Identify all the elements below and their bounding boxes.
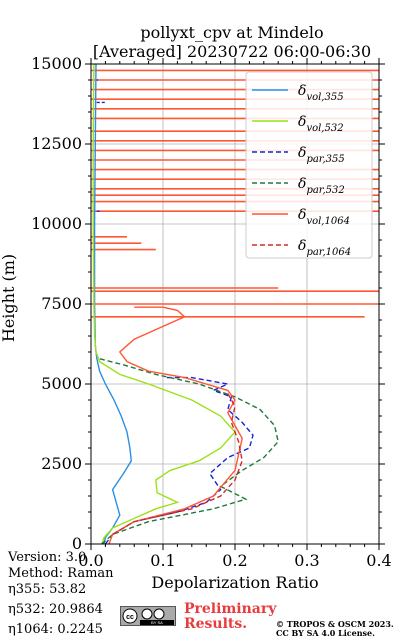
chart-subtitle: [Averaged] 20230722 06:00-06:30 [93, 42, 371, 61]
y-axis-label: Height (m) [0, 254, 18, 342]
copyright-text: © TROPOS & OSCM 2023. CC BY SA 4.0 Licen… [276, 620, 394, 638]
preliminary-line1: Preliminary [184, 601, 277, 617]
x-tick-label: 0.1 [150, 551, 175, 570]
version-text: Version: 3.0 [8, 550, 87, 565]
eta355-text: η355: 53.82 [8, 582, 87, 597]
x-tick-label: 0.4 [366, 551, 391, 570]
chart-title: pollyxt_cpv at Mindelo [140, 23, 323, 42]
cc-license-logo: cc BY SA [120, 606, 176, 626]
y-tick-label: 5000 [41, 374, 82, 393]
y-tick-label: 12500 [31, 134, 82, 153]
svg-text:BY SA: BY SA [151, 620, 163, 625]
eta1064-text: η1064: 0.2245 [8, 622, 103, 637]
preliminary-line2: Results. [184, 616, 248, 632]
series-line-vol-1064 [108, 306, 243, 544]
y-tick-label: 2500 [41, 454, 82, 473]
series-line-par-1064 [112, 393, 243, 536]
x-tick-label: 0.0 [78, 551, 103, 570]
x-tick-label: 0.3 [294, 551, 319, 570]
x-axis-label: Depolarization Ratio [151, 573, 318, 592]
series-line-par-355 [104, 376, 254, 544]
y-tick-label: 10000 [31, 214, 82, 233]
x-tick-label: 0.2 [222, 551, 247, 570]
y-tick-label: 15000 [31, 54, 82, 73]
copyright-line1: © TROPOS & OSCM 2023. [276, 619, 394, 629]
y-tick-label: 0 [72, 534, 82, 553]
copyright-line2: CC BY SA 4.0 License. [276, 628, 375, 638]
series-line-par-532 [98, 357, 279, 544]
preliminary-results-text: Preliminary Results. [184, 602, 276, 632]
svg-text:cc: cc [126, 614, 134, 621]
legend-box [245, 71, 373, 259]
method-text: Method: Raman [8, 566, 114, 581]
y-tick-label: 7500 [41, 294, 82, 313]
eta532-text: η532: 20.9864 [8, 602, 103, 617]
legend: δvol,355δvol,532δpar,355δpar,532δvol,106… [245, 71, 373, 259]
